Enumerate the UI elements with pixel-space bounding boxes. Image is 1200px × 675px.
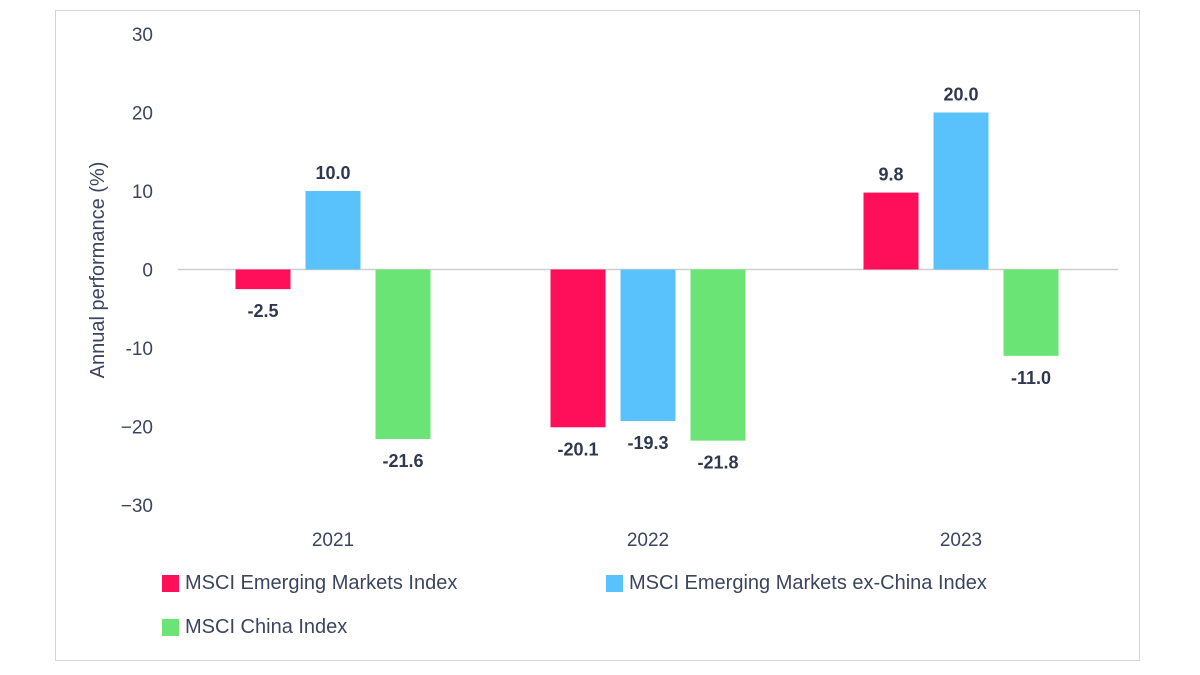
bar <box>235 269 291 290</box>
bar <box>620 269 676 422</box>
legend-item-ex-china: MSCI Emerging Markets ex-China Index <box>606 572 987 595</box>
legend-swatch <box>606 575 623 592</box>
data-label: 20.0 <box>943 85 978 105</box>
y-tick-label: 0 <box>142 261 153 282</box>
legend-swatch <box>162 619 179 636</box>
legend-item-emerging-markets: MSCI Emerging Markets Index <box>162 572 457 595</box>
legend-swatch <box>162 575 179 592</box>
data-label: -19.3 <box>627 433 668 453</box>
bar <box>375 269 431 440</box>
x-tick-label: 2021 <box>312 530 354 551</box>
y-tick-label: −20 <box>121 418 153 439</box>
y-tick-label: 10 <box>132 182 153 203</box>
bar <box>863 192 919 270</box>
y-tick-label: −30 <box>121 496 153 517</box>
x-tick-label: 2022 <box>627 530 669 551</box>
y-axis-label: Annual performance (%) <box>87 162 109 379</box>
data-label: -20.1 <box>557 439 598 459</box>
y-tick-label: 30 <box>132 25 153 46</box>
data-label: -2.5 <box>247 301 278 321</box>
bar <box>550 269 606 428</box>
bar <box>933 112 989 270</box>
chart-frame <box>55 10 1140 661</box>
bar <box>305 191 361 270</box>
legend-label: MSCI Emerging Markets ex-China Index <box>629 572 987 594</box>
data-label: -21.8 <box>697 453 738 473</box>
legend-item-china: MSCI China Index <box>162 616 347 639</box>
data-label: -11.0 <box>1011 368 1051 388</box>
y-tick-label: -10 <box>126 339 153 360</box>
x-tick-label: 2023 <box>940 530 982 551</box>
data-label: 9.8 <box>878 165 903 185</box>
bar <box>690 269 746 441</box>
bar <box>1003 269 1059 356</box>
y-tick-label: 20 <box>132 104 153 125</box>
data-label: 10.0 <box>315 163 350 183</box>
legend-label: MSCI China Index <box>185 616 348 638</box>
legend-label: MSCI Emerging Markets Index <box>185 572 458 594</box>
data-label: -21.6 <box>382 451 423 471</box>
